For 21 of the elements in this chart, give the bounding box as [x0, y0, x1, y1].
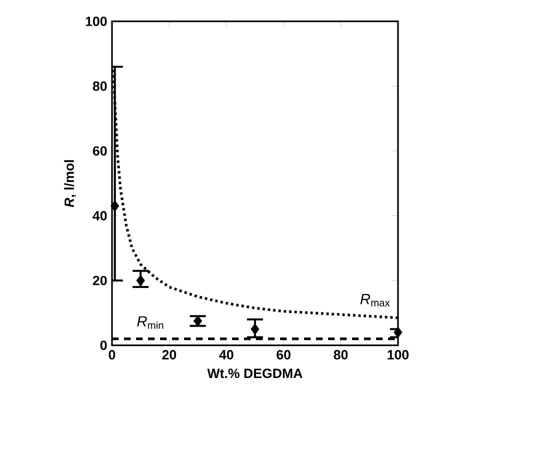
- x-tick-label: 0: [108, 350, 116, 360]
- x-tick-label: 80: [334, 350, 348, 360]
- point: [394, 326, 402, 338]
- point: [194, 315, 202, 327]
- point: [110, 200, 120, 212]
- x-tick-label: 60: [276, 350, 290, 360]
- x-axis-title: Wt.% DEGDMA: [207, 368, 302, 378]
- y-axis-title: R, l/mol: [64, 160, 76, 208]
- point: [250, 324, 260, 335]
- y-tick-label: 100: [86, 16, 107, 26]
- x-tick-label: 40: [219, 350, 234, 360]
- y-tick-label: 40: [92, 211, 107, 220]
- y-tick-label: 0: [100, 340, 107, 350]
- y-tick-label: 20: [92, 276, 107, 286]
- point: [136, 274, 145, 286]
- annotation: R$_{max}$: [360, 294, 390, 306]
- x-tick-label: 100: [388, 350, 409, 360]
- annotation: R$_{min}$: [137, 316, 164, 329]
- y-tick-label: 80: [92, 81, 107, 91]
- x-tick-label: 20: [162, 350, 176, 360]
- y-tick-label: 60: [92, 146, 107, 156]
